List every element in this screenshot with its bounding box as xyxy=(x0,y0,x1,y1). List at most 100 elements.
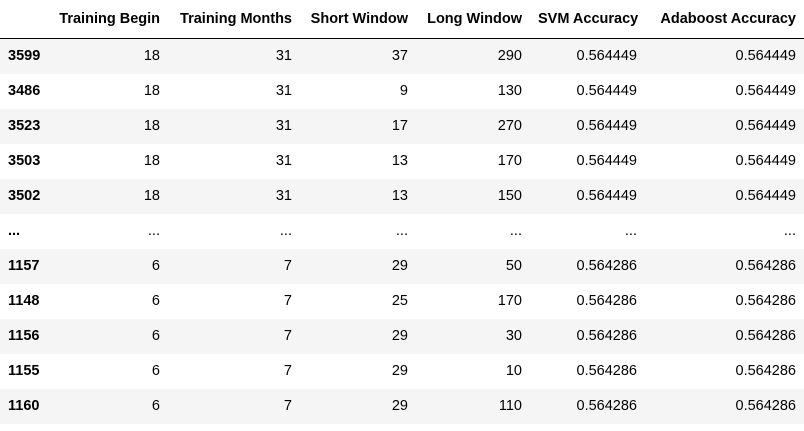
cell-svm-accuracy: 0.564286 xyxy=(576,293,637,309)
table-row: 1148 6 7 25 170 0.564286 0.564286 xyxy=(0,284,804,319)
cell-training-begin: 18 xyxy=(143,48,160,64)
cell-short-window: 29 xyxy=(391,398,408,414)
cell-adaboost-accuracy: 0.564286 xyxy=(735,293,796,309)
row-index: 3502 xyxy=(8,188,41,204)
cell-training-begin: 18 xyxy=(143,188,160,204)
table-row: 1160 6 7 29 110 0.564286 0.564286 xyxy=(0,389,804,424)
table-row: 3599 18 31 37 290 0.564449 0.564449 xyxy=(0,38,804,74)
cell-training-months: 31 xyxy=(275,118,292,134)
cell-training-begin: 6 xyxy=(151,398,160,414)
cell-long-window: 170 xyxy=(497,293,522,309)
cell-long-window: 270 xyxy=(497,118,522,134)
cell-svm-accuracy: 0.564286 xyxy=(576,398,637,414)
cell-training-begin: 6 xyxy=(151,258,160,274)
cell-adaboost-accuracy: 0.564286 xyxy=(735,398,796,414)
cell-adaboost-accuracy: 0.564449 xyxy=(735,83,796,99)
cell-svm-accuracy: 0.564449 xyxy=(576,153,637,169)
row-index: 3523 xyxy=(8,118,41,134)
column-header-training-months: Training Months xyxy=(168,0,300,39)
cell-adaboost-accuracy: 0.564286 xyxy=(735,363,796,379)
row-index: 3503 xyxy=(8,153,41,169)
cell-adaboost-accuracy: 0.564449 xyxy=(735,188,796,204)
cell-svm-accuracy: 0.564449 xyxy=(576,188,637,204)
table-row: 3486 18 31 9 130 0.564449 0.564449 xyxy=(0,74,804,109)
column-header-adaboost-accuracy: Adaboost Accuracy xyxy=(645,0,804,39)
cell-training-months: 31 xyxy=(275,83,292,99)
cell-training-months: 31 xyxy=(275,48,292,64)
cell-svm-accuracy: 0.564286 xyxy=(576,363,637,379)
table-row: 1156 6 7 29 30 0.564286 0.564286 xyxy=(0,319,804,354)
cell-training-begin: 18 xyxy=(143,118,160,134)
row-index: 1156 xyxy=(8,328,40,344)
row-index: 1160 xyxy=(8,398,40,414)
column-header-long-window: Long Window xyxy=(416,0,530,39)
cell-long-window: 10 xyxy=(505,363,522,379)
cell-long-window: 130 xyxy=(497,83,522,99)
cell-long-window: ... xyxy=(509,223,522,239)
cell-training-months: 31 xyxy=(275,153,292,169)
cell-svm-accuracy: ... xyxy=(624,223,637,239)
column-header-training-begin: Training Begin xyxy=(48,0,168,39)
index-header xyxy=(0,0,48,39)
cell-short-window: 37 xyxy=(391,48,408,64)
cell-training-begin: 18 xyxy=(143,83,160,99)
cell-short-window: 9 xyxy=(399,83,408,99)
cell-training-months: 7 xyxy=(283,293,292,309)
row-index: 1157 xyxy=(8,258,40,274)
cell-adaboost-accuracy: 0.564449 xyxy=(735,48,796,64)
cell-training-begin: ... xyxy=(147,223,160,239)
cell-svm-accuracy: 0.564449 xyxy=(576,118,637,134)
cell-training-months: 7 xyxy=(283,328,292,344)
cell-adaboost-accuracy: 0.564286 xyxy=(735,258,796,274)
table-row: 3503 18 31 13 170 0.564449 0.564449 xyxy=(0,144,804,179)
column-header-svm-accuracy: SVM Accuracy xyxy=(530,0,645,39)
cell-training-begin: 6 xyxy=(151,363,160,379)
row-index: 1155 xyxy=(8,363,40,379)
cell-long-window: 50 xyxy=(505,258,522,274)
row-index: ... xyxy=(8,223,21,239)
table-row: 1155 6 7 29 10 0.564286 0.564286 xyxy=(0,354,804,389)
cell-training-months: 7 xyxy=(283,363,292,379)
table-row: ..................... xyxy=(0,214,804,249)
cell-training-months: 7 xyxy=(283,398,292,414)
header-row: Training Begin Training Months Short Win… xyxy=(0,0,804,39)
table-body: 3599 18 31 37 290 0.564449 0.564449 3486 18 31 9 13… xyxy=(0,38,804,424)
cell-long-window: 290 xyxy=(497,48,522,64)
cell-svm-accuracy: 0.564286 xyxy=(576,328,637,344)
cell-short-window: 13 xyxy=(391,153,408,169)
cell-short-window: 17 xyxy=(391,118,408,134)
cell-svm-accuracy: 0.564449 xyxy=(576,48,637,64)
table-row: 1157 6 7 29 50 0.564286 0.564286 xyxy=(0,249,804,284)
cell-short-window: 13 xyxy=(391,188,408,204)
cell-svm-accuracy: 0.564286 xyxy=(576,258,637,274)
row-index: 3599 xyxy=(8,48,41,64)
cell-adaboost-accuracy: 0.564286 xyxy=(735,328,796,344)
cell-long-window: 110 xyxy=(498,398,522,414)
cell-training-months: 7 xyxy=(283,258,292,274)
cell-short-window: 29 xyxy=(391,363,408,379)
column-header-short-window: Short Window xyxy=(300,0,416,39)
row-index: 1148 xyxy=(8,293,40,309)
cell-short-window: 29 xyxy=(391,258,408,274)
table-header: Training Begin Training Months Short Win… xyxy=(0,0,804,39)
cell-training-begin: 6 xyxy=(151,328,160,344)
cell-svm-accuracy: 0.564449 xyxy=(576,83,637,99)
cell-short-window: 25 xyxy=(391,293,408,309)
row-index: 3486 xyxy=(8,83,41,99)
cell-long-window: 150 xyxy=(497,188,522,204)
cell-training-begin: 18 xyxy=(143,153,160,169)
cell-training-months: 31 xyxy=(275,188,292,204)
table-row: 3523 18 31 17 270 0.564449 0.564449 xyxy=(0,109,804,144)
cell-long-window: 170 xyxy=(497,153,522,169)
table-row: 3502 18 31 13 150 0.564449 0.564449 xyxy=(0,179,804,214)
cell-adaboost-accuracy: 0.564449 xyxy=(735,153,796,169)
cell-training-months: ... xyxy=(279,223,292,239)
cell-short-window: 29 xyxy=(391,328,408,344)
cell-adaboost-accuracy: ... xyxy=(783,223,796,239)
cell-training-begin: 6 xyxy=(151,293,160,309)
cell-short-window: ... xyxy=(395,223,408,239)
cell-long-window: 30 xyxy=(505,328,522,344)
cell-adaboost-accuracy: 0.564449 xyxy=(735,118,796,134)
